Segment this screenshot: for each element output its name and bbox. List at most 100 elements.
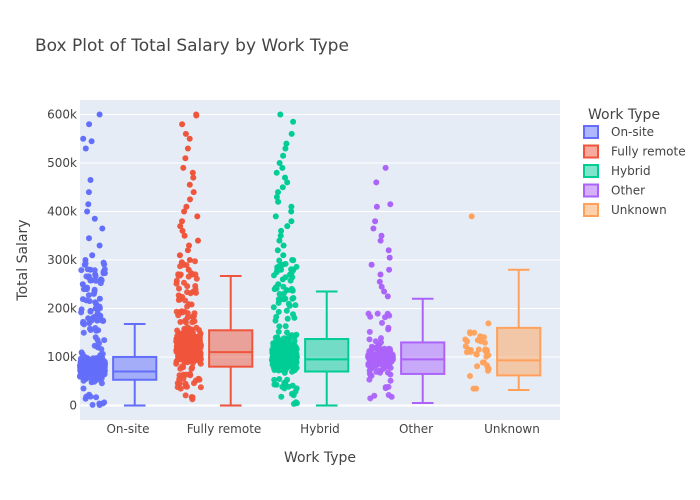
outlier-point [387, 201, 394, 208]
data-point [474, 363, 481, 370]
outlier-point [282, 145, 289, 152]
data-point [475, 346, 482, 353]
outlier-point [86, 320, 93, 326]
outlier-point [91, 215, 98, 222]
outlier-point [180, 261, 187, 268]
data-point [187, 371, 193, 377]
outlier-point [282, 174, 288, 181]
outlier-point [89, 252, 96, 259]
outlier-point [180, 164, 187, 171]
data-point [173, 360, 180, 367]
outlier-point [182, 130, 189, 137]
data-point [371, 357, 378, 364]
outlier-point [179, 227, 186, 234]
data-point [276, 347, 283, 353]
outlier-point [290, 118, 297, 125]
outlier-point [182, 155, 189, 162]
outlier-point [376, 278, 383, 285]
outlier-point [86, 121, 93, 128]
data-point [378, 335, 384, 342]
outlier-point [97, 312, 104, 319]
outlier-point [277, 232, 284, 239]
outlier-point [288, 203, 295, 210]
data-point [282, 382, 289, 388]
data-point [271, 272, 277, 279]
outlier-point [186, 257, 193, 263]
data-point [192, 283, 199, 289]
data-point [275, 367, 282, 374]
outlier-point [189, 271, 196, 278]
outlier-point [84, 208, 91, 215]
outlier-point [185, 266, 192, 273]
data-point [278, 356, 285, 362]
outlier-point [275, 198, 282, 205]
outlier-point [385, 247, 392, 254]
data-point [91, 342, 98, 349]
legend-label: Other [611, 184, 645, 198]
outlier-point [377, 237, 384, 244]
outlier-point [274, 247, 281, 254]
data-point [289, 360, 295, 367]
data-point [275, 338, 282, 345]
box-iqr [496, 326, 542, 377]
legend-title: Work Type [588, 107, 660, 123]
outlier-point [87, 266, 94, 273]
data-point [386, 348, 393, 355]
data-point [485, 367, 491, 374]
y-tick-label: 200k [47, 301, 77, 315]
data-point [177, 365, 184, 372]
data-point [78, 370, 84, 377]
legend-swatch [583, 144, 599, 159]
box-other [400, 297, 446, 405]
outlier-point [186, 135, 193, 142]
data-point [83, 273, 90, 280]
outlier-point [190, 174, 197, 181]
outlier-point [79, 281, 86, 288]
data-point [173, 280, 180, 287]
outlier-point [373, 179, 380, 186]
data-point [282, 323, 289, 330]
data-point [292, 399, 299, 406]
data-point [86, 365, 93, 372]
legend-label: On-site [611, 125, 654, 139]
data-point [366, 328, 373, 335]
y-tick-label: 500k [47, 156, 77, 170]
x-tick-label: On-site [106, 422, 149, 436]
y-axis-ticks: 0 100k 200k 300k 400k 500k 600k [47, 108, 77, 413]
data-point [182, 297, 189, 304]
legend-item-on-site: On-site [583, 125, 654, 139]
data-point [473, 351, 480, 358]
data-point [182, 327, 188, 334]
outlier-point [85, 201, 92, 208]
data-point [96, 305, 103, 312]
outlier-point [275, 281, 282, 288]
data-point [91, 378, 98, 385]
legend-label: Fully remote [611, 145, 686, 159]
data-point [89, 401, 96, 408]
data-point [388, 353, 395, 359]
data-point [79, 296, 86, 303]
outlier-point [181, 232, 188, 239]
outlier-point [87, 307, 94, 314]
outlier-point [386, 266, 393, 273]
outlier-point [279, 261, 286, 268]
outlier-point [280, 252, 287, 259]
outlier-point [284, 179, 291, 186]
outlier-point [177, 223, 184, 230]
data-point [78, 306, 85, 313]
data-point [188, 365, 195, 372]
data-point [379, 319, 385, 326]
box-fully-remote [208, 275, 254, 407]
outlier-point [88, 138, 95, 145]
outlier-point [378, 232, 385, 239]
data-point [367, 372, 374, 379]
outlier-point [87, 177, 94, 183]
outlier-point [98, 276, 104, 283]
outlier-point [99, 225, 106, 232]
data-point [275, 308, 282, 315]
outlier-point [288, 208, 295, 215]
outlier-point [184, 145, 191, 152]
x-tick-label: Fully remote [187, 422, 262, 436]
data-point [175, 272, 182, 279]
outlier-point [368, 261, 375, 268]
